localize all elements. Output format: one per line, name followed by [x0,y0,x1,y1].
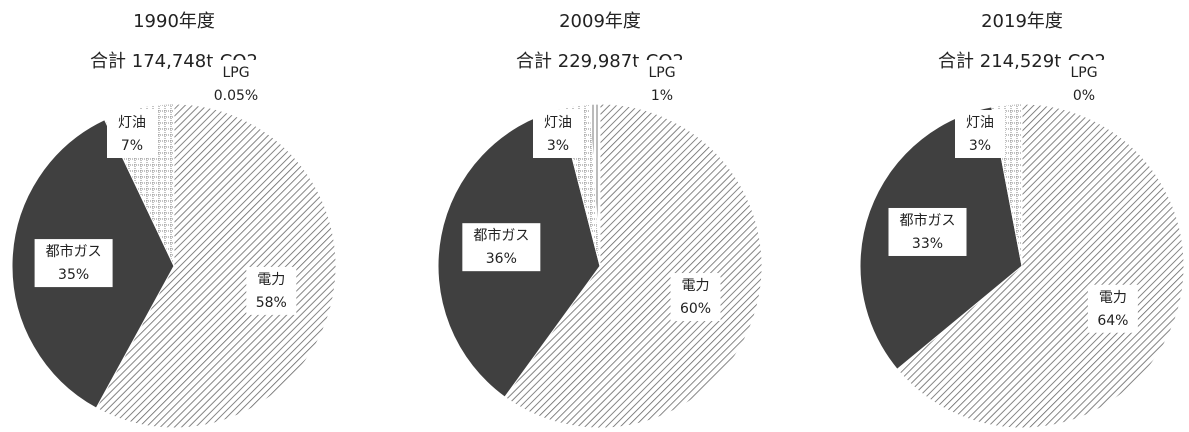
label-box [533,110,583,158]
pie-slice [896,103,1185,429]
category-label: 灯油 [118,115,146,131]
value-label: 64% [1097,313,1128,329]
label-box [1059,60,1109,108]
label-box [1087,284,1138,333]
label-box [107,110,157,158]
pie-slice [95,103,337,429]
value-label: 3% [547,138,569,154]
category-label: 都市ガス [46,243,102,260]
value-label: 33% [912,236,943,252]
category-label: 電力 [257,272,285,288]
category-label: 灯油 [966,115,994,131]
label-box [888,207,967,256]
value-label: 7% [121,138,143,154]
label-box [34,239,113,288]
category-label: LPG [1070,65,1097,81]
pie-slice [172,103,175,267]
value-label: 58% [256,295,287,311]
label-box [637,60,687,108]
category-label: 電力 [682,278,710,294]
category-label: 電力 [1099,290,1127,306]
category-label: LPG [222,65,249,81]
category-label: LPG [648,65,675,81]
value-label: 60% [680,301,711,317]
value-label: 36% [486,251,517,267]
chart-title: 2019年度 [981,11,1063,32]
value-label: 0.05% [214,88,258,104]
label-box [211,60,261,108]
value-label: 3% [969,138,991,154]
value-label: 0% [1073,88,1095,104]
label-box [462,223,541,272]
label-box [955,110,1005,158]
label-box [246,266,297,315]
value-label: 35% [58,267,89,283]
category-label: 灯油 [544,115,572,131]
value-label: 1% [651,88,673,104]
chart-title: 2009年度 [559,11,641,32]
pie-slice [589,103,601,267]
label-box [670,273,721,322]
pie-slice [504,103,763,429]
category-label: 都市ガス [473,227,529,244]
chart-title: 1990年度 [133,11,215,32]
category-label: 都市ガス [899,212,955,229]
